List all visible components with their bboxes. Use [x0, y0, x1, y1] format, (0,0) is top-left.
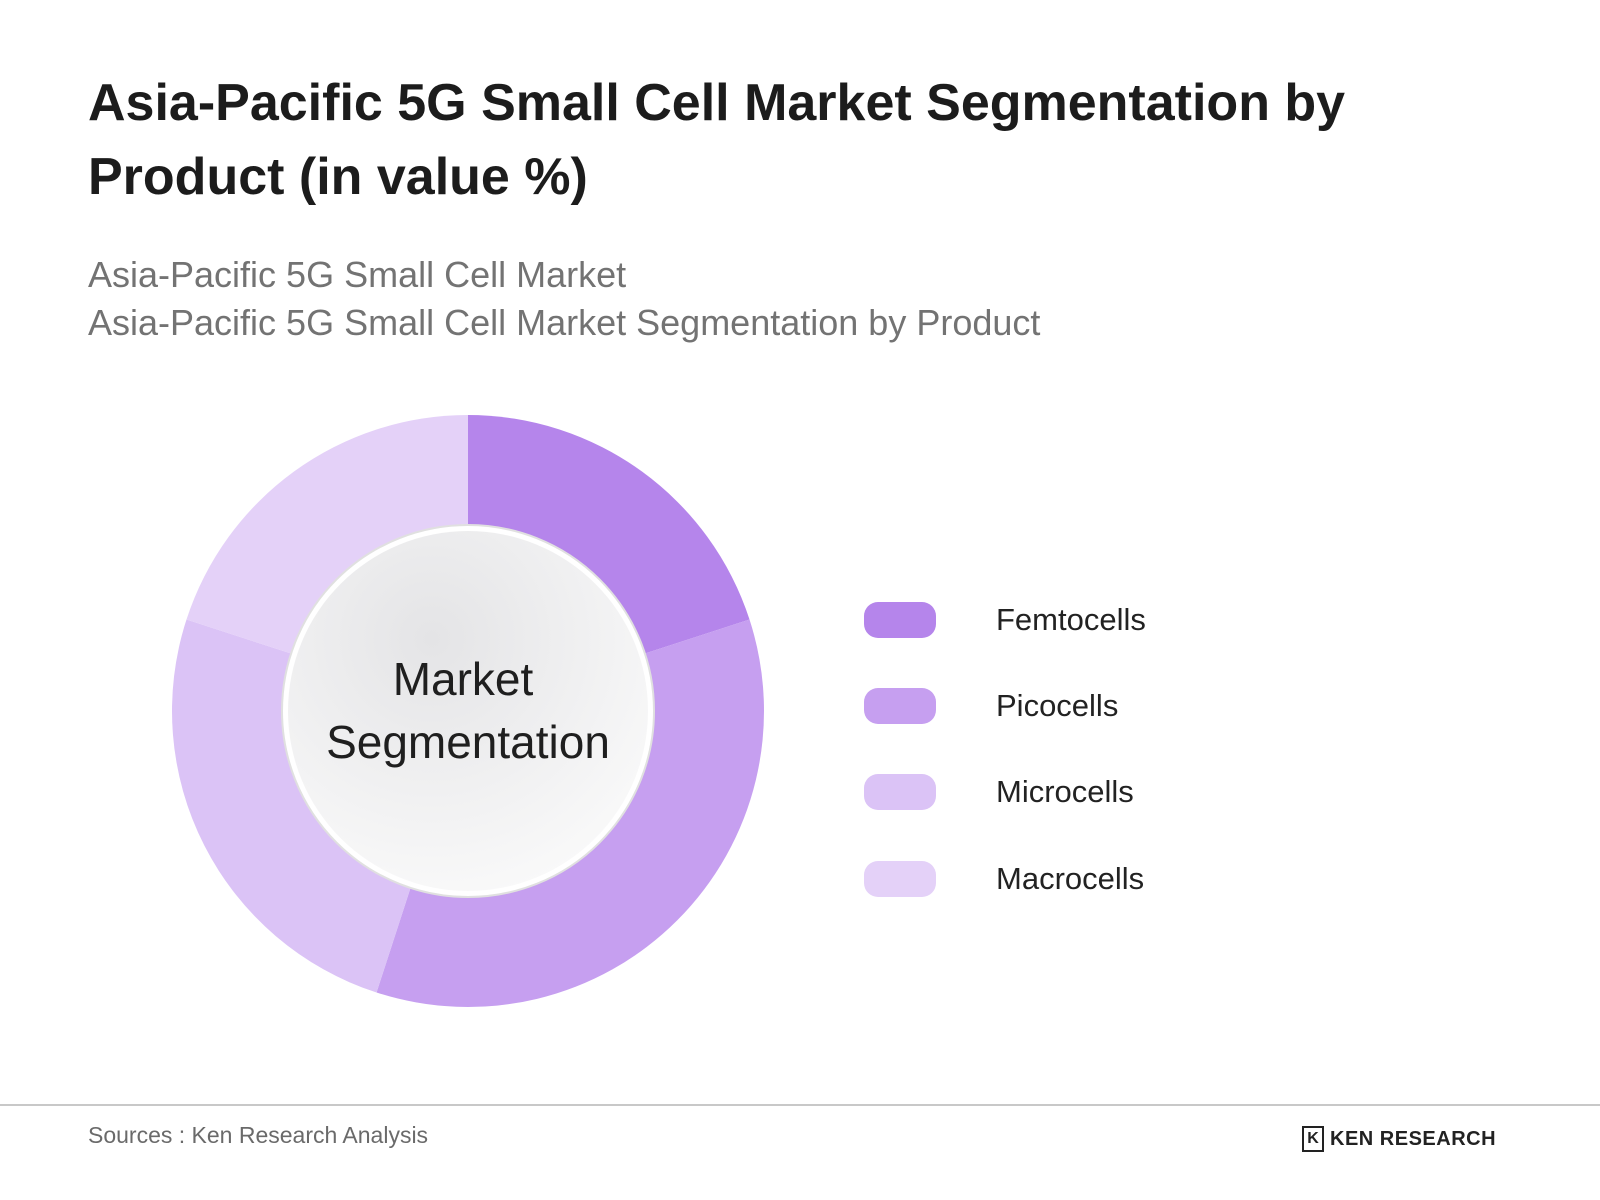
legend-label: Picocells [996, 688, 1119, 723]
center-label-line-2: Segmentation [326, 716, 610, 768]
subtitle-line-2: Asia-Pacific 5G Small Cell Market Segmen… [88, 302, 1041, 343]
donut-center [288, 531, 648, 891]
legend-label: Macrocells [996, 861, 1145, 896]
logo-mark: K [1302, 1126, 1324, 1152]
center-label-line-1: Market [393, 653, 534, 705]
legend-swatch [864, 861, 936, 897]
legend-label: Microcells [996, 774, 1134, 809]
footer-divider [0, 1104, 1600, 1106]
legend-label: Femtocells [996, 602, 1146, 637]
subtitle-line-1: Asia-Pacific 5G Small Cell Market [88, 254, 627, 295]
logo-text: KEN RESEARCH [1330, 1127, 1497, 1150]
legend-swatch [864, 602, 936, 638]
legend-swatch [864, 688, 936, 724]
legend-swatch [864, 774, 936, 810]
source-note: Sources : Ken Research Analysis [88, 1122, 429, 1148]
donut-chart: Market Segmentation [172, 415, 765, 1007]
ken-research-logo: K KEN RESEARCH [1302, 1126, 1496, 1152]
chart-title: Asia-Pacific 5G Small Cell Market Segmen… [88, 74, 1346, 206]
